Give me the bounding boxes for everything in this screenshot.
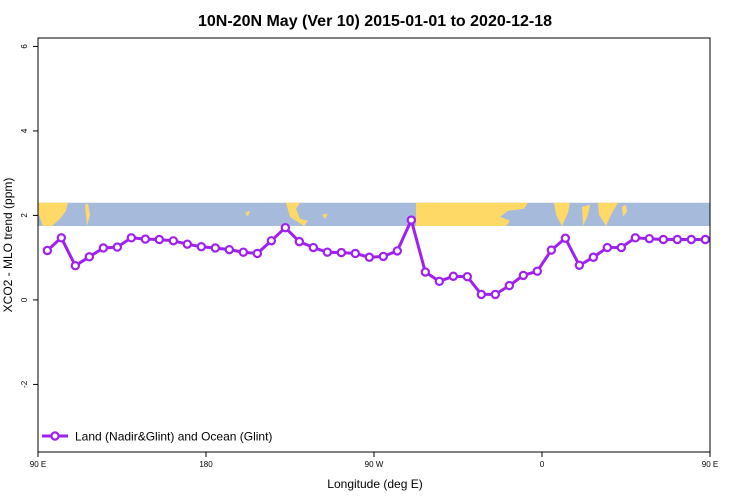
series-layer xyxy=(42,215,710,300)
y-tick-label: 6 xyxy=(20,44,29,49)
data-point xyxy=(532,266,543,276)
y-axis-label: XCO2 - MLO trend (ppm) xyxy=(1,178,15,313)
land-region xyxy=(38,202,68,226)
data-point xyxy=(700,234,710,245)
data-point xyxy=(154,234,165,245)
data-point xyxy=(462,271,473,282)
x-tick-label: 90 W xyxy=(365,460,384,469)
land-region xyxy=(554,202,570,226)
data-point xyxy=(350,248,361,259)
land-region xyxy=(85,203,90,226)
legend-marker xyxy=(50,431,60,441)
chart-title: 10N-20N May (Ver 10) 2015-01-01 to 2020-… xyxy=(198,13,552,30)
land-region xyxy=(416,202,528,226)
data-point xyxy=(252,248,263,259)
data-point xyxy=(644,233,655,244)
data-point xyxy=(420,267,431,277)
data-point xyxy=(280,222,291,233)
land-region xyxy=(286,202,308,226)
y-tick-label: 4 xyxy=(20,128,29,133)
data-point xyxy=(224,244,235,255)
x-tick-label: 90 E xyxy=(30,460,46,469)
data-point xyxy=(602,242,613,253)
data-point xyxy=(588,252,599,262)
land-region xyxy=(622,204,627,217)
y-axis: -2 0 2 4 6 xyxy=(20,44,38,388)
y-tick-label: 2 xyxy=(20,213,29,218)
data-point xyxy=(476,289,487,300)
data-point xyxy=(70,261,81,271)
data-point xyxy=(182,239,193,249)
data-point xyxy=(98,243,109,253)
data-point xyxy=(266,236,277,246)
x-tick-label: 90 E xyxy=(702,460,718,469)
data-point xyxy=(140,234,151,244)
data-point xyxy=(168,236,179,246)
data-point xyxy=(630,233,641,243)
x-tick-label: 180 xyxy=(199,460,213,469)
data-point xyxy=(56,233,67,243)
background-map xyxy=(38,202,710,226)
data-point xyxy=(448,271,459,281)
data-point xyxy=(294,236,305,247)
x-axis-label: Longitude (deg E) xyxy=(327,477,422,491)
data-point xyxy=(686,234,697,245)
y-tick-label: -2 xyxy=(20,380,29,388)
data-point xyxy=(84,252,95,262)
ocean-band xyxy=(38,202,710,226)
data-point xyxy=(434,276,445,287)
data-point xyxy=(112,242,123,252)
y-tick-label: 0 xyxy=(20,297,29,302)
data-point xyxy=(196,241,207,252)
data-point xyxy=(378,251,389,262)
data-point xyxy=(406,215,417,225)
data-point xyxy=(210,243,221,253)
data-point xyxy=(238,247,249,257)
data-point xyxy=(42,245,53,256)
data-point xyxy=(546,245,557,255)
data-point xyxy=(616,242,627,253)
land-region xyxy=(582,204,590,226)
x-tick-label: 0 xyxy=(540,460,545,469)
data-point xyxy=(560,233,571,243)
legend: Land (Nadir&Glint) and Ocean (Glint) xyxy=(42,430,272,444)
data-point xyxy=(518,270,529,281)
data-point xyxy=(336,247,347,258)
legend-label: Land (Nadir&Glint) and Ocean (Glint) xyxy=(75,430,272,444)
data-point xyxy=(364,252,375,262)
series-line xyxy=(46,215,706,296)
data-point xyxy=(658,234,669,245)
x-axis: 90 E 180 90 W 0 90 E xyxy=(30,452,718,469)
data-point xyxy=(490,289,501,300)
data-point xyxy=(392,246,403,256)
data-point xyxy=(322,247,333,257)
data-point xyxy=(574,260,585,270)
data-point xyxy=(504,280,515,291)
land-region xyxy=(245,210,250,217)
data-point xyxy=(126,233,137,243)
land-region xyxy=(322,213,328,219)
data-point xyxy=(672,234,683,245)
data-point xyxy=(308,242,319,253)
land-region xyxy=(598,202,618,226)
